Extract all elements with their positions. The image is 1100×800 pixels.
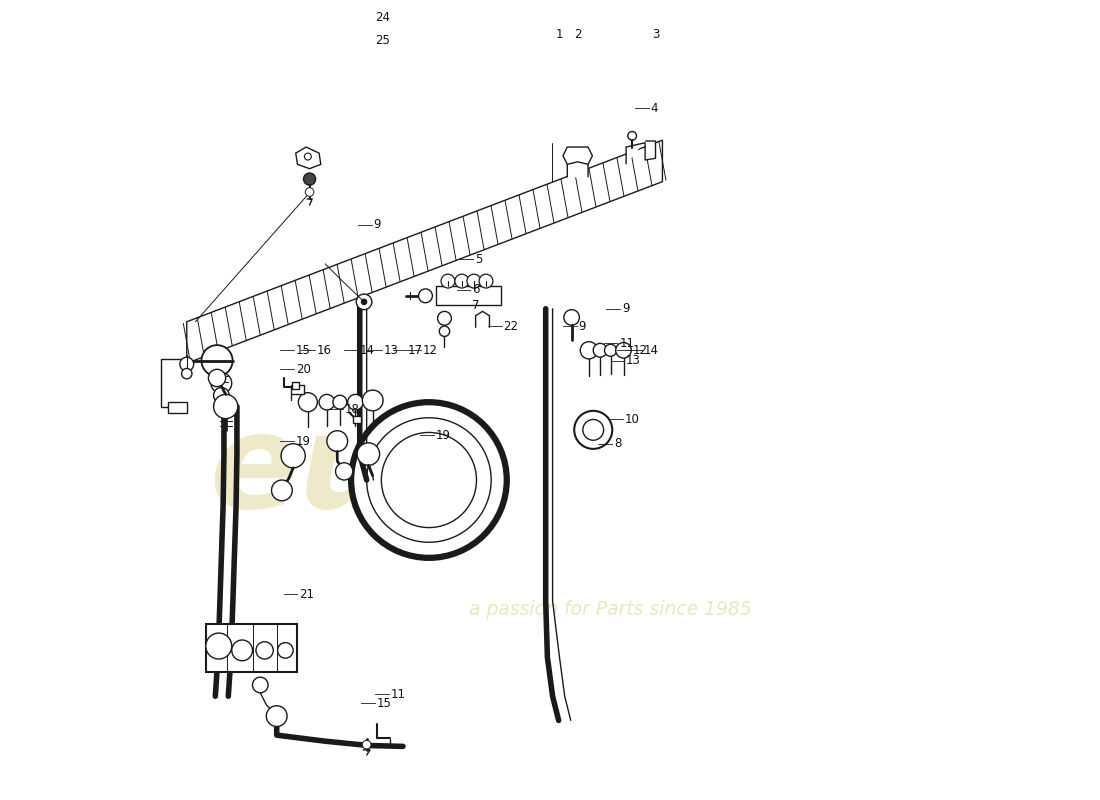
Circle shape (213, 387, 229, 403)
Circle shape (438, 311, 451, 326)
Bar (436, 286, 500, 306)
Text: 10: 10 (625, 413, 639, 426)
Text: 6: 6 (472, 283, 480, 296)
Text: 18: 18 (345, 402, 360, 415)
Circle shape (418, 289, 432, 302)
Text: 13: 13 (626, 354, 641, 367)
Circle shape (468, 274, 481, 288)
Circle shape (605, 344, 617, 356)
Text: 15: 15 (296, 344, 310, 357)
Circle shape (180, 358, 194, 371)
Text: 11: 11 (390, 688, 406, 701)
Circle shape (256, 642, 273, 659)
Text: 14: 14 (360, 344, 375, 357)
Text: 4: 4 (650, 102, 658, 114)
Circle shape (628, 131, 637, 140)
Text: 25: 25 (375, 34, 390, 47)
Circle shape (441, 274, 455, 288)
Circle shape (366, 418, 492, 542)
Circle shape (306, 188, 313, 196)
Circle shape (439, 326, 450, 337)
Text: 16: 16 (317, 344, 331, 357)
Circle shape (336, 462, 353, 480)
Text: eur: eur (209, 408, 458, 535)
Circle shape (348, 394, 363, 410)
Text: 24: 24 (375, 11, 390, 24)
Bar (206, 625, 297, 672)
Circle shape (593, 343, 607, 358)
Circle shape (616, 342, 631, 358)
Text: 21: 21 (299, 588, 315, 601)
Text: 5: 5 (475, 253, 482, 266)
Circle shape (319, 394, 334, 410)
Circle shape (333, 395, 346, 409)
Circle shape (211, 373, 232, 394)
Circle shape (358, 443, 379, 466)
Circle shape (362, 740, 371, 749)
Circle shape (182, 369, 192, 379)
Text: 9: 9 (374, 218, 381, 231)
Polygon shape (568, 162, 588, 178)
Circle shape (277, 642, 293, 658)
Circle shape (305, 153, 311, 160)
Text: 22: 22 (504, 319, 518, 333)
Text: 17: 17 (408, 344, 424, 357)
Circle shape (298, 393, 318, 412)
Circle shape (351, 402, 507, 558)
Polygon shape (626, 141, 656, 164)
Text: 7: 7 (472, 299, 480, 312)
Text: 2: 2 (574, 28, 582, 41)
Circle shape (455, 274, 469, 288)
Circle shape (362, 299, 366, 305)
Circle shape (253, 677, 268, 693)
Circle shape (213, 394, 238, 418)
Circle shape (574, 411, 613, 449)
Circle shape (266, 706, 287, 726)
Text: 9: 9 (579, 319, 586, 333)
Text: 19: 19 (436, 429, 451, 442)
Circle shape (201, 345, 232, 376)
Text: 19: 19 (296, 434, 310, 447)
Text: 12: 12 (632, 344, 648, 357)
Circle shape (206, 633, 232, 659)
Circle shape (583, 419, 604, 440)
Circle shape (564, 310, 580, 326)
Text: 14: 14 (644, 344, 659, 357)
Bar (290, 385, 305, 394)
Text: 3: 3 (652, 28, 659, 41)
Circle shape (304, 173, 316, 185)
Text: 15: 15 (377, 697, 392, 710)
Circle shape (581, 342, 597, 359)
Circle shape (480, 274, 493, 288)
Circle shape (327, 430, 348, 451)
Circle shape (362, 390, 383, 411)
Text: 8: 8 (614, 437, 622, 450)
Circle shape (272, 480, 293, 501)
Text: 11: 11 (619, 337, 635, 350)
Polygon shape (187, 140, 662, 363)
Circle shape (356, 294, 372, 310)
Circle shape (208, 370, 226, 386)
Circle shape (382, 433, 476, 527)
Bar (293, 382, 299, 390)
Text: 9: 9 (621, 302, 629, 315)
Polygon shape (475, 311, 490, 328)
Text: 20: 20 (296, 363, 310, 376)
Text: 1: 1 (556, 28, 563, 41)
Bar (353, 416, 362, 423)
Text: a passion for Parts since 1985: a passion for Parts since 1985 (470, 600, 752, 619)
Polygon shape (296, 147, 321, 169)
Text: 12: 12 (422, 344, 438, 357)
Text: 13: 13 (384, 344, 399, 357)
Circle shape (232, 640, 253, 661)
Bar (167, 402, 187, 413)
Circle shape (280, 444, 306, 468)
